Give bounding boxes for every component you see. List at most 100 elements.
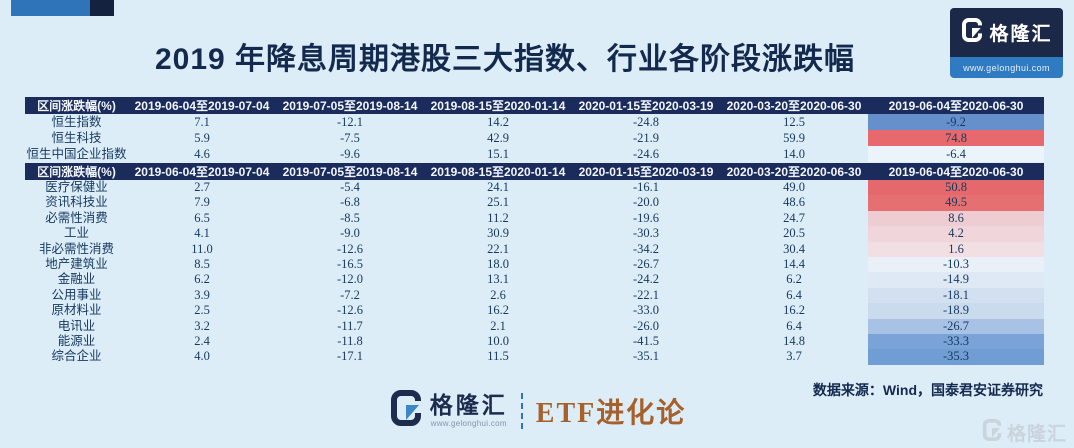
- gelonghui-g-icon: [981, 419, 1003, 446]
- value-cell: 30.9: [487, 226, 509, 241]
- period-column-header: 2019-06-04至2020-06-30: [868, 97, 1044, 114]
- value-cell: 24.7: [783, 210, 805, 225]
- table-row: 能源业 2.4 -11.8 10.0 -41.5 14.8 -33.3: [25, 334, 1044, 350]
- brand-name: 格隆汇: [429, 392, 508, 419]
- value-cell: 20.5: [783, 226, 805, 241]
- period-column-header: 2019-06-04至2019-07-04: [128, 97, 276, 114]
- value-cell: -33.0: [632, 303, 660, 318]
- period-column-header: 2020-03-20至2020-06-30: [720, 97, 868, 114]
- value-cell: 59.9: [783, 131, 805, 145]
- value-cell: 11.0: [191, 241, 213, 256]
- value-cell: -11.8: [337, 334, 363, 349]
- value-cell: 6.4: [786, 287, 802, 302]
- total-value-cell: 74.8: [868, 130, 1044, 146]
- row-label: 综合企业: [51, 349, 102, 364]
- value-cell: 13.1: [487, 272, 509, 287]
- value-cell: 6.4: [786, 318, 802, 333]
- table-row: 工业 4.1 -9.0 30.9 -30.3 20.5 4.2: [25, 226, 1044, 242]
- value-cell: 14.2: [487, 115, 509, 129]
- period-column-header: 2019-06-04至2020-06-30: [868, 163, 1044, 180]
- table-row: 非必需性消费 11.0 -12.6 22.1 -34.2 30.4 1.6: [25, 241, 1044, 258]
- total-value-cell: -33.3: [868, 334, 1044, 350]
- value-cell: -9.6: [340, 147, 360, 161]
- value-cell: -35.1: [632, 349, 660, 364]
- row-label: 公用事业: [51, 287, 102, 302]
- value-cell: 48.6: [783, 195, 805, 210]
- value-cell: -20.0: [632, 195, 660, 210]
- value-cell: 15.1: [487, 147, 509, 161]
- table-row: 恒生指数 7.1 -12.1 14.2 -24.8 12.5 -9.2: [25, 114, 1044, 130]
- value-cell: 2.1: [490, 318, 506, 333]
- value-cell: 42.9: [487, 131, 509, 145]
- table-row: 医疗保健业 2.7 -5.4 24.1 -16.1 49.0 50.8: [25, 180, 1044, 196]
- table-row: 公用事业 3.9 -7.2 2.6 -22.1 6.4 -18.1: [25, 287, 1044, 304]
- value-cell: 16.2: [783, 303, 805, 318]
- header-row: 区间涨跌幅(%) 2019-06-04至2019-07-04 2019-07-05至…: [25, 97, 1044, 114]
- value-cell: 25.1: [487, 195, 509, 210]
- row-label: 工业: [63, 226, 89, 241]
- watermark-logo: 格隆汇: [981, 419, 1067, 446]
- table-row: 恒生科技 5.9 -7.5 42.9 -21.9 59.9 74.8: [25, 130, 1044, 146]
- period-column-header: 2019-08-15至2020-01-14: [424, 163, 572, 180]
- period-column-header: 2019-06-04至2019-07-04: [128, 163, 276, 180]
- value-cell: 30.4: [783, 241, 805, 256]
- industry-returns-table: 区间涨跌幅(%) 2019-06-04至2019-07-04 2019-07-05至…: [25, 163, 1044, 365]
- value-cell: 18.0: [487, 257, 509, 272]
- brand-website: www.gelonghui.com: [950, 57, 1063, 78]
- total-value-cell: -18.9: [868, 303, 1044, 319]
- value-cell: -24.2: [632, 272, 660, 287]
- value-cell: -16.1: [632, 180, 660, 194]
- table-row: 原材料业 2.5 -12.6 16.2 -33.0 16.2 -18.9: [25, 303, 1044, 319]
- table-row: 金融业 6.2 -12.0 13.1 -24.2 6.2 -14.9: [25, 272, 1044, 288]
- value-cell: 3.9: [194, 287, 210, 302]
- table-row: 资讯科技业 7.9 -6.8 25.1 -20.0 48.6 49.5: [25, 195, 1044, 211]
- period-column-header: 2020-01-15至2020-03-19: [572, 97, 720, 114]
- data-source-note: 数据来源：Wind，国泰君安证券研究: [812, 382, 1043, 398]
- value-cell: 3.2: [194, 318, 210, 333]
- value-cell: 4.1: [194, 226, 210, 241]
- value-cell: 14.8: [783, 334, 805, 349]
- period-column-header: 2019-07-05至2019-08-14: [276, 97, 424, 114]
- metric-column-header: 区间涨跌幅(%): [25, 163, 128, 180]
- row-label: 非必需性消费: [38, 241, 114, 256]
- value-cell: -8.5: [340, 210, 360, 225]
- value-cell: -22.1: [632, 287, 660, 302]
- row-label: 必需性消费: [45, 210, 108, 225]
- value-cell: 4.0: [194, 349, 210, 364]
- decor-bar-navy: [90, 0, 114, 16]
- row-label: 恒生指数: [51, 115, 102, 129]
- row-label: 恒生中国企业指数: [26, 147, 127, 161]
- value-cell: -5.4: [340, 180, 360, 194]
- decor-bar-blue: [11, 0, 90, 16]
- row-label: 地产建筑业: [45, 257, 108, 272]
- value-cell: -7.2: [340, 287, 360, 302]
- gelonghui-g-icon: [388, 390, 424, 431]
- value-cell: -24.6: [632, 147, 660, 161]
- total-value-cell: -6.4: [868, 146, 1044, 162]
- row-label: 原材料业: [51, 303, 102, 318]
- value-cell: 14.0: [783, 147, 805, 161]
- gelonghui-logo-badge: 格隆汇 www.gelonghui.com: [950, 8, 1063, 78]
- row-label: 资讯科技业: [45, 195, 108, 210]
- total-value-cell: -10.3: [868, 257, 1044, 273]
- row-label: 医疗保健业: [45, 180, 108, 194]
- value-cell: -19.6: [632, 210, 660, 225]
- divider: [520, 392, 523, 429]
- value-cell: 2.6: [490, 287, 506, 302]
- value-cell: 24.1: [487, 180, 509, 194]
- value-cell: -12.6: [336, 241, 364, 256]
- value-cell: 22.1: [487, 241, 509, 256]
- table-row: 地产建筑业 8.5 -16.5 18.0 -26.7 14.4 -10.3: [25, 257, 1044, 273]
- value-cell: 6.2: [786, 272, 802, 287]
- value-cell: 12.5: [783, 115, 805, 129]
- total-value-cell: 4.2: [868, 226, 1044, 242]
- total-value-cell: 49.5: [868, 195, 1044, 211]
- row-label: 能源业: [57, 334, 96, 349]
- total-value-cell: -35.3: [868, 349, 1044, 365]
- value-cell: -17.1: [336, 349, 364, 364]
- value-cell: -9.0: [340, 226, 360, 241]
- watermark-brand-name: 格隆汇: [1006, 424, 1067, 445]
- value-cell: -26.7: [632, 257, 660, 272]
- value-cell: 7.9: [194, 195, 210, 210]
